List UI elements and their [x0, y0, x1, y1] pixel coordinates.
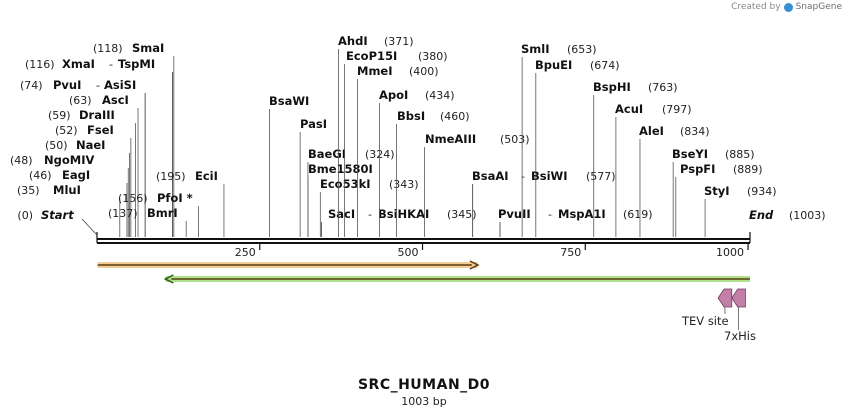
enzyme-position: (889): [733, 163, 763, 176]
enzyme-label: BsaWI: [269, 94, 309, 108]
enzyme-separator-dash: -: [548, 208, 552, 221]
enzyme-label: AsiSI: [104, 78, 136, 92]
end-position: (1003): [789, 209, 826, 222]
enzyme-position: (503): [500, 133, 530, 146]
enzyme-label: BmrI: [147, 206, 178, 220]
enzyme-position: (434): [425, 89, 455, 102]
enzyme-position: (63): [69, 94, 92, 107]
enzyme-label: DraIII: [79, 108, 115, 122]
enzyme-label: NgoMIV: [44, 153, 94, 167]
enzyme-position: (74): [20, 79, 43, 92]
enzyme-label: StyI: [704, 184, 730, 198]
enzyme-label: EciI: [195, 169, 218, 183]
enzyme-label: Bme1580I: [308, 162, 373, 176]
annotation-label: TEV site: [681, 314, 729, 328]
annotation-label: 7xHis: [724, 329, 756, 343]
enzyme-position: (797): [662, 103, 692, 116]
enzyme-position: (116): [25, 58, 55, 71]
feature-arrowhead-right: [469, 260, 480, 270]
enzyme-label: MluI: [53, 183, 81, 197]
start-position: (0): [17, 209, 33, 222]
enzyme-label: TspMI: [118, 57, 155, 71]
enzyme-label: NmeAIII: [425, 132, 476, 146]
enzyme-label: BaeGI: [308, 147, 346, 161]
start-label: Start: [41, 208, 74, 222]
enzyme-label: PvuII: [498, 207, 531, 221]
enzyme-label: AleI: [639, 124, 664, 138]
axis-tick-label: 1000: [716, 246, 744, 259]
axis-tick-label: 500: [398, 246, 419, 259]
enzyme-label: XmaI: [62, 57, 95, 71]
feature-arrowhead-left: [163, 274, 174, 284]
enzyme-label: BpuEI: [535, 58, 572, 72]
enzyme-label: BbsI: [397, 109, 425, 123]
enzyme-position: (50): [45, 139, 68, 152]
enzyme-label: SacI: [328, 207, 355, 221]
enzyme-position: (577): [586, 170, 616, 183]
watermark-prefix: Created by: [731, 2, 781, 12]
enzyme-position: (35): [17, 184, 40, 197]
enzyme-separator-dash: -: [109, 58, 113, 71]
axis-tick-label: 750: [560, 246, 581, 259]
watermark: Created by SnapGene: [731, 2, 842, 12]
enzyme-position: (343): [389, 178, 419, 191]
enzyme-separator-dash: -: [521, 170, 525, 183]
enzyme-position: (885): [725, 148, 755, 161]
enzyme-position: (934): [747, 185, 777, 198]
enzyme-position: (156): [118, 192, 148, 205]
enzyme-label: PvuI: [53, 78, 81, 92]
sequence-length: 1003 bp: [401, 395, 447, 408]
enzyme-label: SmlI: [521, 42, 550, 56]
enzyme-separator-dash: -: [96, 79, 100, 92]
enzyme-label: BsiHKAI: [378, 207, 429, 221]
enzyme-label: EagI: [62, 168, 90, 182]
enzyme-position: (371): [384, 35, 414, 48]
enzyme-position: (137): [108, 207, 138, 220]
axis-tick-label: 250: [235, 246, 256, 259]
enzyme-label: AcuI: [615, 102, 643, 116]
enzyme-position: (195): [156, 170, 186, 183]
enzyme-position: (59): [48, 109, 71, 122]
enzyme-position: (460): [440, 110, 470, 123]
enzyme-label: BsiWI: [531, 169, 568, 183]
end-label: End: [749, 208, 774, 222]
snapgene-logo-icon: [783, 2, 793, 12]
enzyme-position: (834): [680, 125, 710, 138]
enzyme-label: AhdI: [338, 34, 368, 48]
annotation-shape: [717, 288, 733, 308]
enzyme-position: (763): [648, 81, 678, 94]
enzyme-label: PspFI: [680, 162, 715, 176]
enzyme-label: EcoP15I: [346, 49, 397, 63]
enzyme-position: (46): [29, 169, 52, 182]
enzyme-position: (52): [55, 124, 78, 137]
enzyme-label: NaeI: [76, 138, 105, 152]
watermark-brand: SnapGene: [795, 2, 842, 12]
enzyme-label: ApoI: [379, 88, 408, 102]
start-leader: [81, 218, 98, 236]
enzyme-position: (48): [10, 154, 33, 167]
enzyme-separator-dash: -: [368, 208, 372, 221]
enzyme-position: (400): [409, 65, 439, 78]
enzyme-position: (118): [93, 42, 123, 55]
sequence-name: SRC_HUMAN_D0: [357, 377, 491, 393]
enzyme-position: (653): [567, 43, 597, 56]
enzyme-label: SmaI: [132, 41, 164, 55]
enzyme-label: BseYI: [672, 147, 708, 161]
enzyme-label: MspA1I: [558, 207, 606, 221]
annotation-shape: [731, 288, 746, 308]
enzyme-label: FseI: [87, 123, 114, 137]
enzyme-label: PasI: [300, 117, 327, 131]
enzyme-position: (674): [590, 59, 620, 72]
enzyme-label: BsaAI: [472, 169, 509, 183]
enzyme-label: AscI: [102, 93, 129, 107]
enzyme-position: (619): [623, 208, 653, 221]
enzyme-label: Eco53kI: [320, 177, 371, 191]
enzyme-position: (345): [447, 208, 477, 221]
enzyme-position: (380): [418, 50, 448, 63]
enzyme-label: PfoI *: [157, 191, 193, 205]
enzyme-label: MmeI: [357, 64, 393, 78]
enzyme-label: BspHI: [593, 80, 631, 94]
